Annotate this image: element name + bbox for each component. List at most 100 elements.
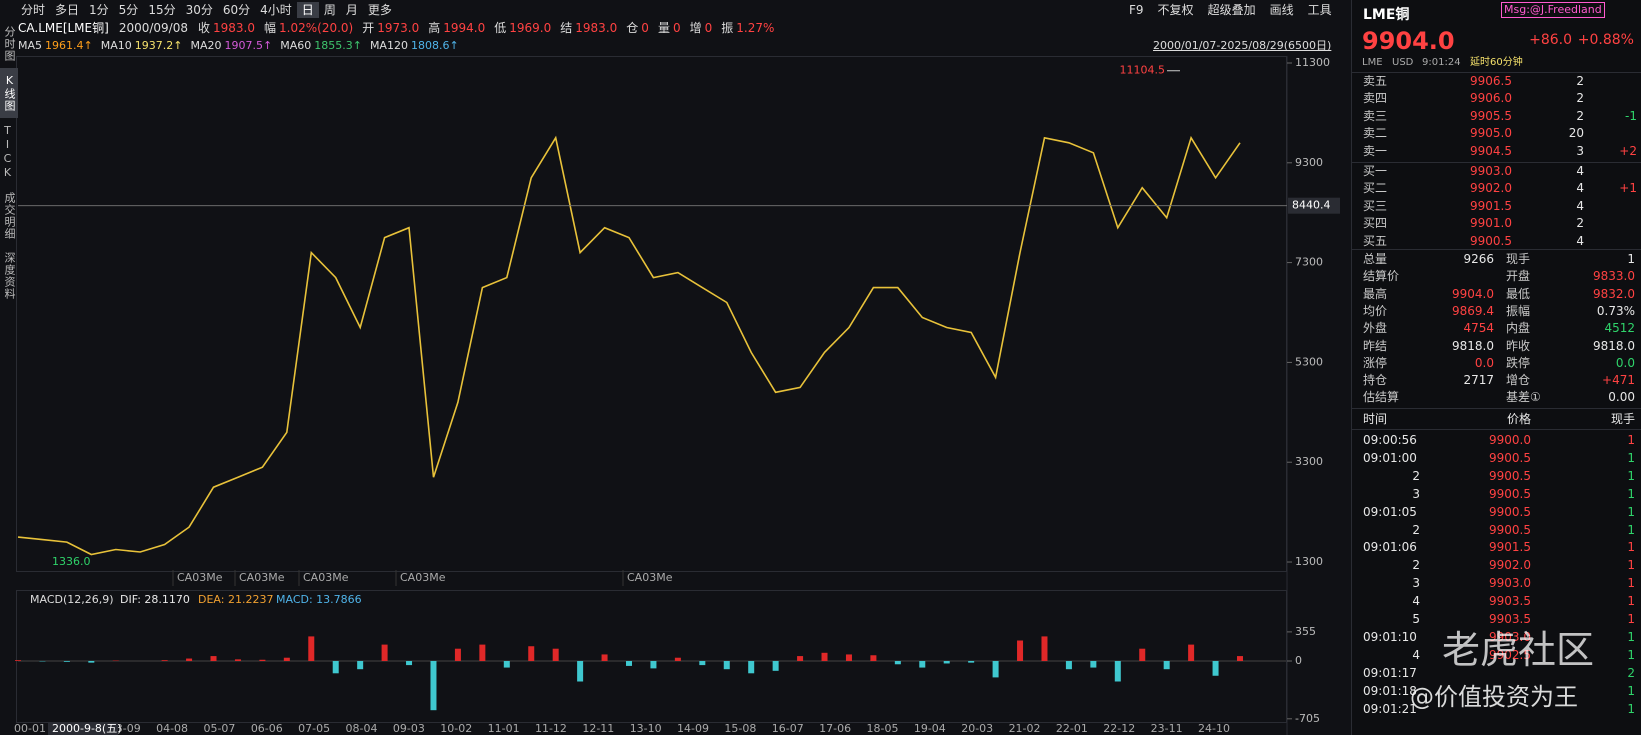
macd-bar [454,648,461,662]
period-button[interactable]: 月 [345,3,358,17]
tick-volume: 1 [1627,647,1635,662]
stat-label: 最低 [1506,286,1531,301]
ma-label: MA10 [100,39,132,52]
x-tick-label: 20-03 [961,722,993,735]
x-tick-label: 22-12 [1103,722,1135,735]
last-price: 9904.0 [1362,27,1455,55]
x-tick-label: 21-02 [1009,722,1041,735]
tick-time: 09:00:56 [1363,433,1417,447]
stat-value: 9818.0 [1593,338,1635,353]
ma-label: MA5 [18,39,43,52]
macd-bar [797,656,804,662]
macd-bar [161,660,168,662]
contract-label: CA03Me [400,571,446,584]
period-button[interactable]: 日 [296,2,319,18]
change-pct: +0.88% [1577,32,1634,48]
book-volume: 3 [1576,143,1584,158]
tick-time: 4 [1412,647,1420,662]
side-tab[interactable]: 成交明细 [3,192,16,240]
x-tick-label: 14-09 [677,722,709,735]
ma-value: 1937.2↑ [134,39,183,52]
period-button[interactable]: 分时 [21,3,46,17]
stat-value: 0.0 [1615,355,1635,370]
y-tick-label: 9300 [1295,156,1323,169]
macd-legend: DEA: 21.2237 [198,593,273,606]
side-tab[interactable]: 深度资料 [3,252,16,300]
symbol: CA.LME[LME铜] [18,21,109,35]
side-tab[interactable]: TICK [1,124,14,180]
change: +86.0 [1529,32,1572,48]
tool-button[interactable]: 画线 [1269,3,1294,17]
macd-bar [406,661,413,666]
field-label: 振 [721,21,734,35]
period-button[interactable]: 15分 [148,3,176,17]
period-button[interactable]: 1分 [89,3,109,17]
book-volume: 2 [1576,108,1584,123]
period-button[interactable]: 周 [323,3,336,17]
period-button[interactable]: 4小时 [260,3,292,17]
tick-price: 9900.5 [1489,486,1531,501]
book-label: 买一 [1363,164,1388,178]
tick-time: 09:01:00 [1363,450,1417,465]
x-tick-label: 18-05 [866,722,898,735]
macd-bar [332,661,339,674]
field-value: 1.02%(20.0) [279,21,354,35]
low-label: 1336.0 [52,555,91,568]
field-value: 1973.0 [377,21,420,35]
contract-label: CA03Me [239,571,285,584]
field-value: 0 [672,21,681,35]
side-tab[interactable]: K线图 [0,68,18,118]
macd-bar [308,636,315,662]
tools: F9 不复权 超级叠加 画线 工具 [1120,2,1337,18]
cursor-date: 2000-9-8(五) [52,722,122,735]
field-label: 仓 [626,21,639,35]
book-price: 9902.0 [1470,181,1512,196]
stat-value: 0.73% [1596,303,1635,318]
book-price: 9905.5 [1470,108,1512,123]
tick-volume: 1 [1627,576,1635,591]
y-tick-label: 355 [1295,625,1316,638]
tool-button[interactable]: F9 [1129,3,1144,17]
period-button[interactable]: 60分 [222,3,251,17]
macd-bar [234,659,241,662]
divider [1352,429,1641,430]
tick-price: 9903.0 [1489,576,1531,591]
tool-button[interactable]: 不复权 [1157,3,1194,17]
period-button[interactable]: 更多 [367,3,392,17]
tick-volume: 1 [1627,683,1635,698]
tick-price: 9902.0 [1489,558,1531,573]
tick-header: 时间 [1363,412,1388,426]
macd-bar [870,655,877,662]
x-tick-label: 11-01 [488,722,520,735]
macd-bar [626,661,632,666]
period-button[interactable]: 多日 [55,3,80,17]
x-tick-label: 23-11 [1151,722,1183,735]
x-tick-label: 09-03 [393,722,425,735]
contract-label: CA03Me [627,571,673,584]
ma-value: 1808.6↑ [410,39,459,52]
tick-price: 9900.5 [1489,522,1531,537]
macd-bar [894,661,901,665]
macd-bar [821,652,828,662]
tick-time: 09:01:06 [1363,540,1417,555]
tool-button[interactable]: 超级叠加 [1207,3,1256,17]
tick-volume: 1 [1627,504,1635,519]
macd-bar [772,661,779,671]
field-label: 增 [689,21,702,35]
tick-price: 9903.0 [1489,629,1531,644]
side-tab[interactable]: 分时图 [3,26,16,62]
tick-volume: 1 [1627,558,1635,573]
stat-label: 总量 [1363,252,1388,266]
field-value: 0 [641,21,649,35]
stat-label: 基差① [1506,390,1541,405]
field-label: 结 [560,21,573,35]
book-volume: 4 [1576,198,1584,213]
x-tick-label: 06-06 [251,722,283,735]
period-button[interactable]: 30分 [185,3,213,17]
divider [1352,408,1641,409]
divider [1352,72,1641,73]
macd-bar [1212,661,1219,676]
period-button[interactable]: 5分 [118,3,139,17]
tool-button[interactable]: 工具 [1307,3,1332,17]
x-tick-label: 24-10 [1198,722,1230,735]
